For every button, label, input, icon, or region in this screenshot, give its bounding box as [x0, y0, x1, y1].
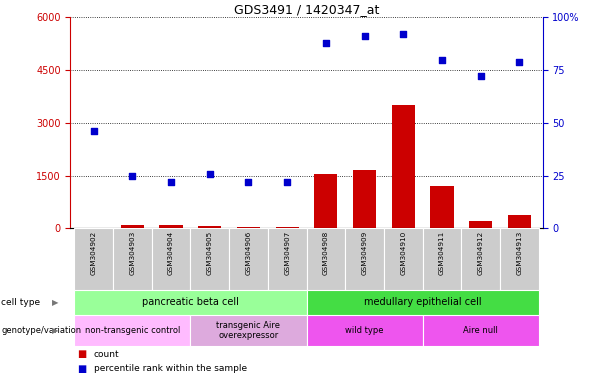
Bar	[229, 228, 268, 290]
Bar	[152, 228, 191, 290]
Point	[321, 40, 331, 46]
Text: ▶: ▶	[52, 298, 58, 307]
Point	[166, 179, 176, 185]
Text: genotype/variation: genotype/variation	[1, 326, 82, 335]
Bar	[430, 186, 454, 228]
Point	[89, 128, 99, 134]
Bar	[268, 228, 306, 290]
Bar	[306, 290, 539, 315]
Bar	[237, 227, 260, 228]
Bar	[276, 227, 299, 228]
Text: GSM304904: GSM304904	[168, 231, 174, 275]
Point	[476, 73, 485, 79]
Bar	[422, 315, 539, 346]
Bar	[306, 228, 345, 290]
Text: pancreatic beta cell: pancreatic beta cell	[142, 297, 239, 308]
Bar	[392, 105, 415, 228]
Bar	[121, 225, 144, 228]
Text: GSM304905: GSM304905	[207, 231, 213, 275]
Text: cell type: cell type	[1, 298, 40, 307]
Title: GDS3491 / 1420347_at: GDS3491 / 1420347_at	[234, 3, 379, 16]
Text: GSM304909: GSM304909	[362, 231, 368, 275]
Bar	[469, 222, 492, 228]
Text: GSM304911: GSM304911	[439, 231, 445, 275]
Bar	[191, 228, 229, 290]
Text: medullary epithelial cell: medullary epithelial cell	[364, 297, 481, 308]
Point	[128, 173, 137, 179]
Text: GSM304913: GSM304913	[516, 231, 522, 275]
Text: GSM304907: GSM304907	[284, 231, 290, 275]
Text: GSM304902: GSM304902	[91, 231, 97, 275]
Text: GSM304910: GSM304910	[400, 231, 406, 275]
Text: GSM304908: GSM304908	[323, 231, 329, 275]
Point	[243, 179, 253, 185]
Bar	[113, 228, 152, 290]
Point	[398, 31, 408, 37]
Text: non-transgenic control: non-transgenic control	[85, 326, 180, 335]
Point	[282, 179, 292, 185]
Text: Aire null: Aire null	[463, 326, 498, 335]
Bar	[461, 228, 500, 290]
Bar	[74, 228, 113, 290]
Bar	[74, 315, 191, 346]
Bar	[306, 315, 422, 346]
Bar	[191, 315, 306, 346]
Bar	[345, 228, 384, 290]
Text: GSM304903: GSM304903	[129, 231, 135, 275]
Bar	[353, 170, 376, 228]
Bar	[508, 215, 531, 228]
Text: wild type: wild type	[345, 326, 384, 335]
Bar	[500, 228, 539, 290]
Text: ■: ■	[77, 364, 86, 374]
Text: percentile rank within the sample: percentile rank within the sample	[94, 364, 247, 373]
Point	[205, 170, 215, 177]
Point	[437, 56, 447, 63]
Text: GSM304906: GSM304906	[245, 231, 251, 275]
Bar	[384, 228, 422, 290]
Point	[360, 33, 370, 40]
Text: ▶: ▶	[52, 326, 58, 335]
Bar	[314, 174, 337, 228]
Text: GSM304912: GSM304912	[478, 231, 484, 275]
Text: count: count	[94, 350, 120, 359]
Point	[514, 59, 524, 65]
Bar	[422, 228, 461, 290]
Bar	[74, 290, 306, 315]
Text: transgenic Aire
overexpressor: transgenic Aire overexpressor	[216, 321, 281, 340]
Bar	[159, 225, 183, 228]
Bar	[198, 226, 221, 228]
Text: ■: ■	[77, 349, 86, 359]
